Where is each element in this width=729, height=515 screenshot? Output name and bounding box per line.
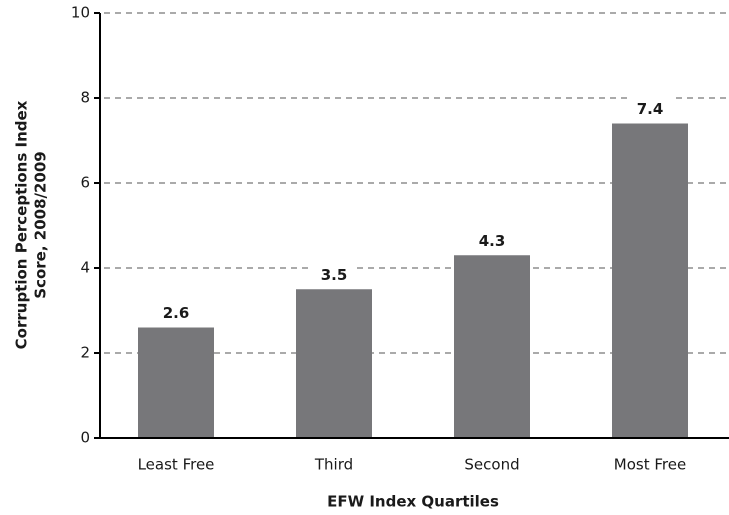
value-label-bg <box>154 301 198 324</box>
y-axis-title-line: Corruption Perceptions Index <box>13 100 31 349</box>
value-label-bg <box>628 97 672 120</box>
x-axis-title: EFW Index Quartiles <box>327 493 499 511</box>
value-label: 7.4 <box>637 100 664 118</box>
x-tick-label: Third <box>314 456 353 474</box>
bar <box>454 255 530 438</box>
y-axis-title-line: Score, 2008/2009 <box>32 151 50 298</box>
y-tick-label: 6 <box>80 174 90 192</box>
value-label-bg <box>470 229 514 252</box>
value-label: 3.5 <box>321 266 348 284</box>
value-label: 4.3 <box>479 232 506 250</box>
bar <box>138 327 214 438</box>
x-tick-label: Most Free <box>614 456 686 474</box>
y-tick-label: 2 <box>80 344 90 362</box>
value-label: 2.6 <box>163 304 190 322</box>
x-tick-label: Least Free <box>138 456 215 474</box>
y-axis-title: Corruption Perceptions Index Score, 2008… <box>13 100 50 349</box>
y-tick-label: 8 <box>80 89 90 107</box>
y-tick-label: 0 <box>80 429 90 447</box>
bar <box>612 123 688 438</box>
bar <box>296 289 372 438</box>
value-label-bg <box>312 263 356 286</box>
y-tick-label: 10 <box>71 4 90 22</box>
y-tick-label: 4 <box>80 259 90 277</box>
x-tick-label: Second <box>464 456 519 474</box>
